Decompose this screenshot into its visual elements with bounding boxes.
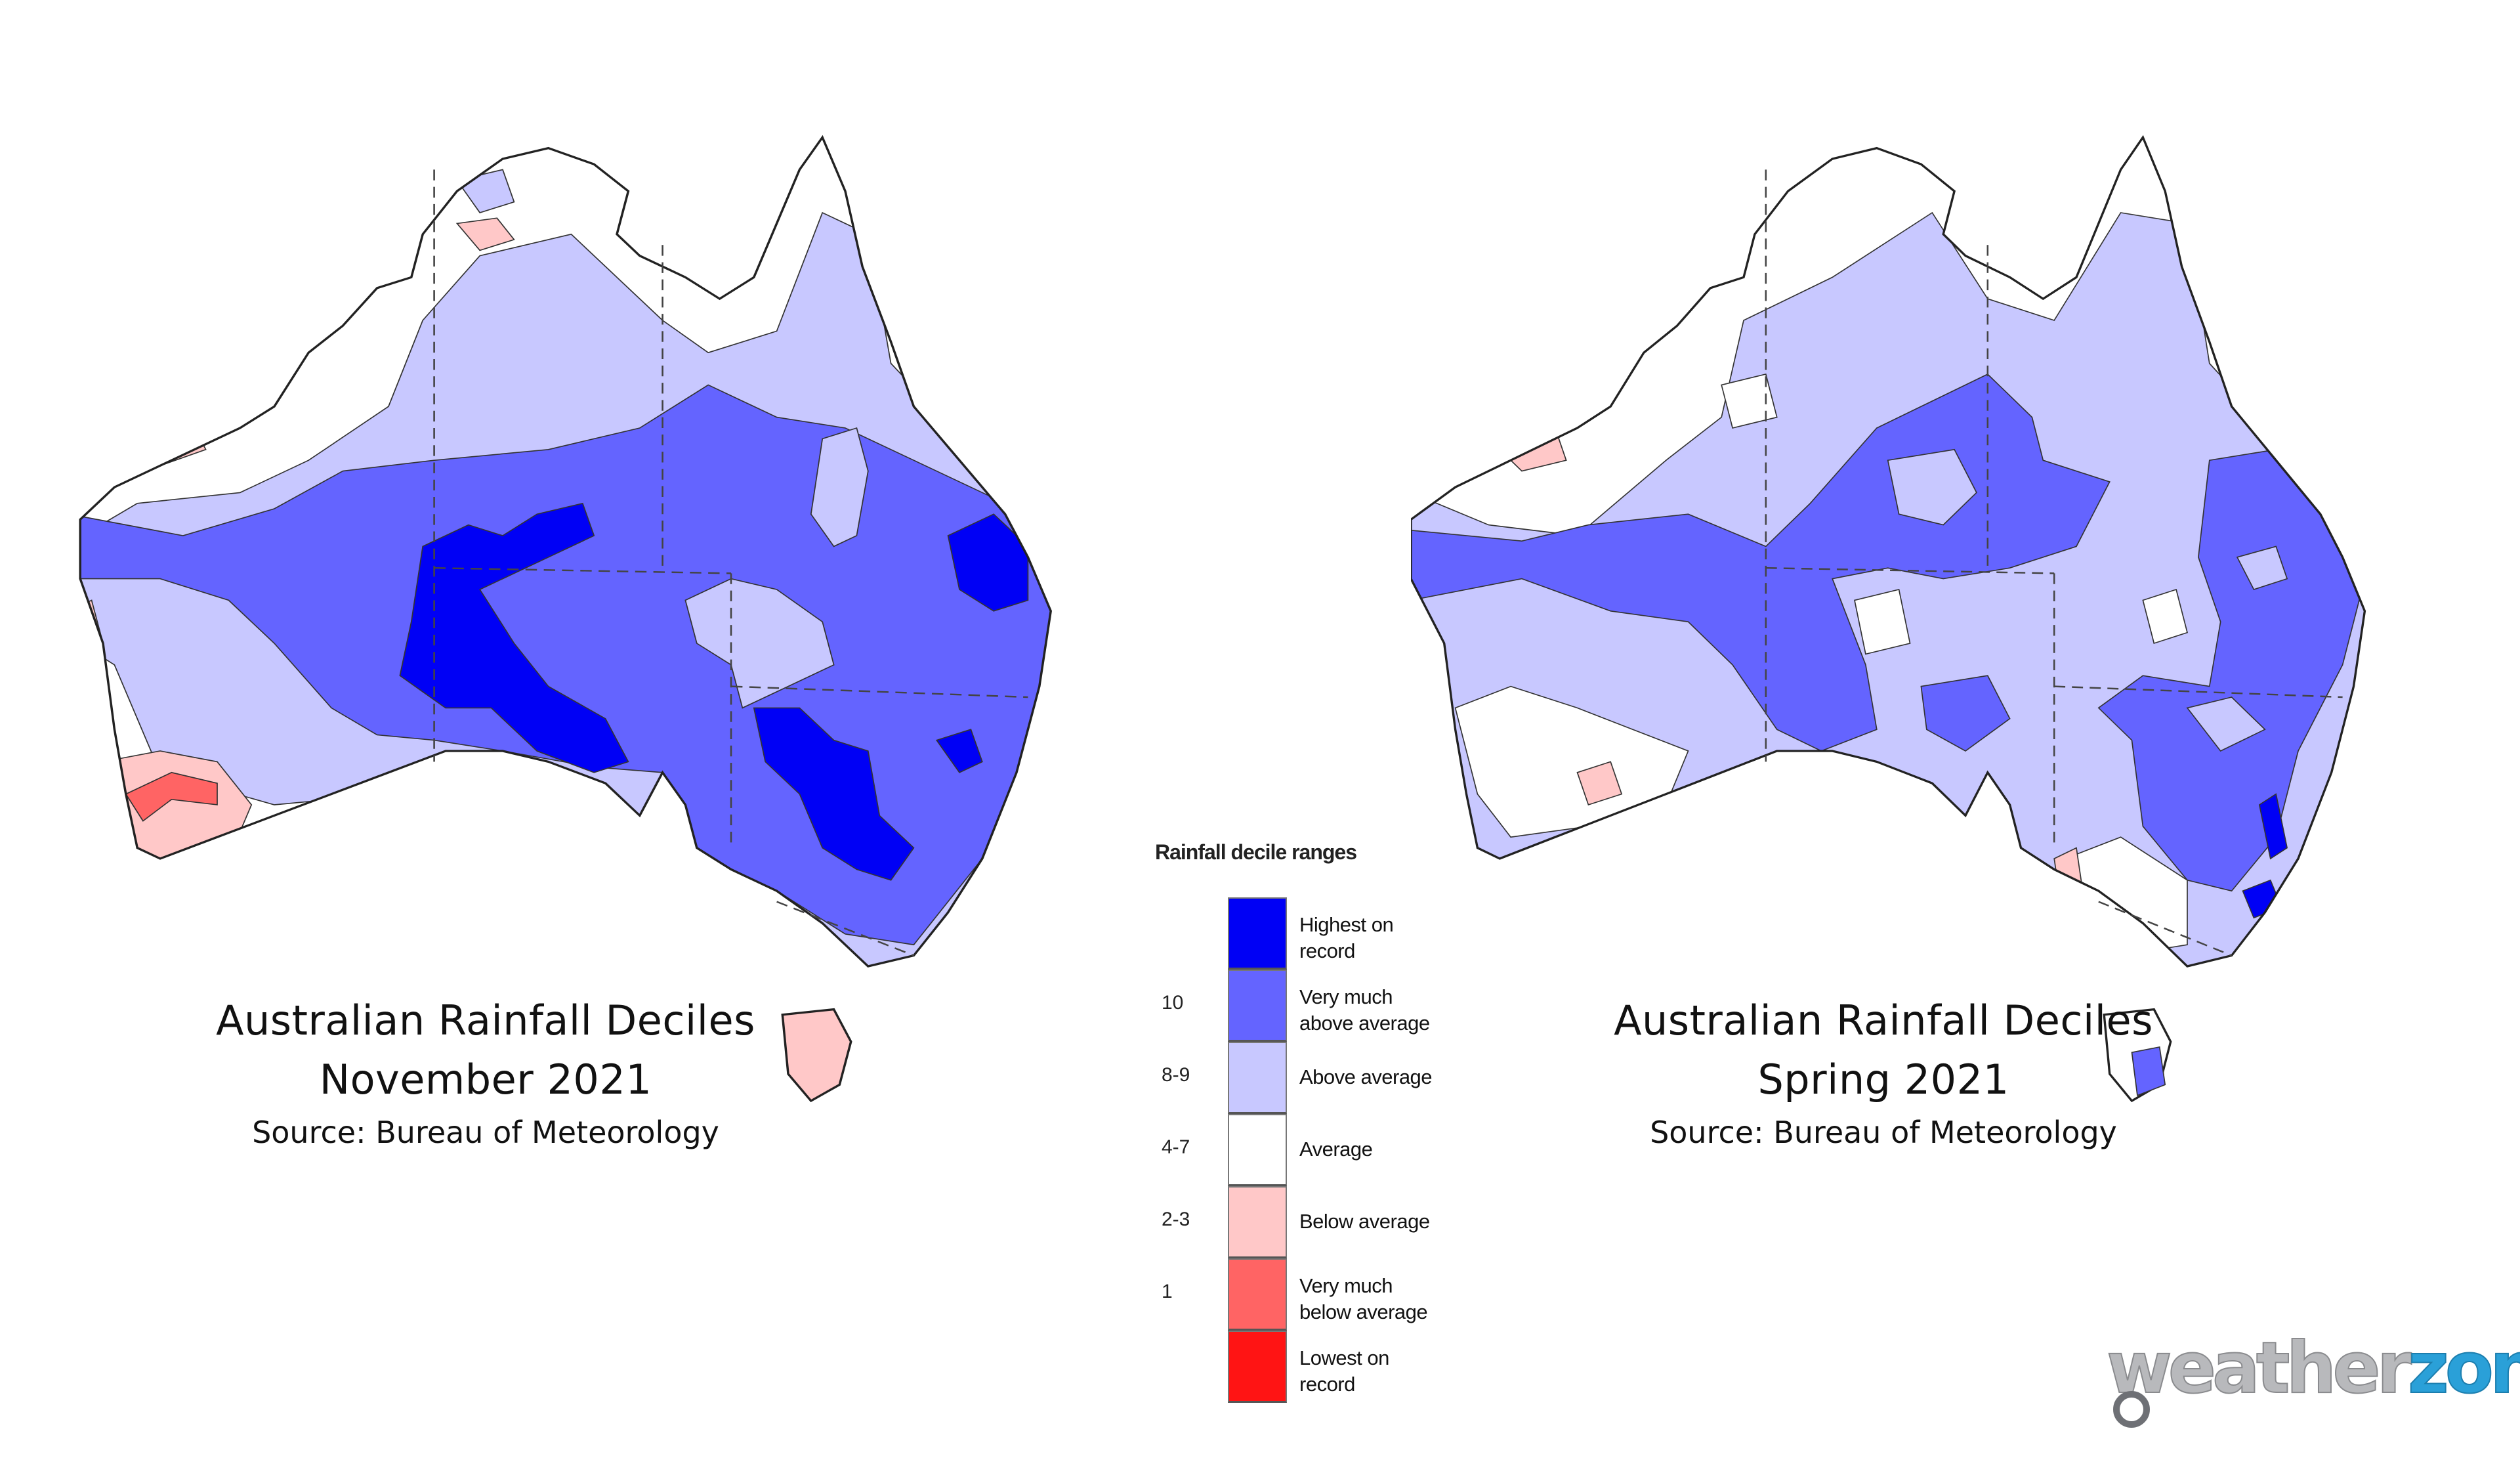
legend-swatch <box>1228 1258 1287 1331</box>
legend-swatch <box>1228 1186 1287 1258</box>
state-borders <box>1765 169 2343 956</box>
legend-label: Lowest on record <box>1299 1346 1389 1396</box>
caption-period: Spring 2021 <box>1757 1056 2009 1103</box>
legend-title: Rainfall decile ranges <box>1155 840 1357 864</box>
legend-label: Very much below average <box>1299 1274 1428 1323</box>
legend-item-above: 8-9 Above average <box>1155 1042 1522 1114</box>
caption-title: Australian Rainfall Deciles <box>216 996 755 1044</box>
caption-period: November 2021 <box>319 1056 652 1103</box>
legend-item-highest: Highest on record <box>1155 897 1522 970</box>
legend-range: 4-7 <box>1162 1136 1190 1158</box>
australia-map-svg <box>79 135 1052 1103</box>
legend-item-average: 4-7 Average <box>1155 1114 1522 1186</box>
legend-range: 2-3 <box>1162 1209 1190 1230</box>
legend-swatch <box>1228 1114 1287 1186</box>
map-caption-november: Australian Rainfall Deciles November 202… <box>164 991 807 1155</box>
legend-swatch <box>1228 1331 1287 1403</box>
legend-item-below: 2-3 Below average <box>1155 1186 1522 1258</box>
legend-swatch <box>1228 970 1287 1042</box>
legend-swatch <box>1228 1042 1287 1114</box>
weatherzone-logo: weatherzone <box>2106 1332 2520 1477</box>
australia-map-svg <box>1411 135 2366 1103</box>
tasmania <box>781 1008 852 1103</box>
logo-text-weather: weather <box>2106 1327 2412 1409</box>
legend-label: Average <box>1299 1138 1373 1161</box>
legend-range: 10 <box>1162 992 1184 1014</box>
legend-item-lowest: Lowest on record <box>1155 1331 1522 1403</box>
state-borders <box>433 169 1028 956</box>
caption-title: Australian Rainfall Deciles <box>1614 996 2153 1044</box>
legend-range: 1 <box>1162 1281 1173 1302</box>
australia-coastline <box>79 135 1052 968</box>
legend-label: Above average <box>1299 1065 1433 1088</box>
degree-icon <box>2113 1391 2150 1428</box>
rainfall-map-november-2021 <box>46 105 1188 1182</box>
logo-text-zone: zone <box>2407 1327 2520 1409</box>
legend-range: 8-9 <box>1162 1064 1190 1086</box>
rainfall-decile-legend: Rainfall decile ranges Highest on record … <box>1155 834 1522 1405</box>
legend-label: Very much above average <box>1299 985 1430 1035</box>
legend-label: Below average <box>1299 1210 1430 1233</box>
legend-label: Highest on record <box>1299 913 1394 962</box>
legend-item-very-much-below: 1 Very much below average <box>1155 1258 1522 1331</box>
rainfall-map-spring-2021 <box>1411 105 2520 1182</box>
caption-source: Source: Bureau of Meteorology <box>1650 1115 2117 1150</box>
legend-swatch <box>1228 897 1287 970</box>
legend-item-very-much-above: 10 Very much above average <box>1155 970 1522 1042</box>
caption-source: Source: Bureau of Meteorology <box>252 1115 719 1150</box>
map-caption-spring: Australian Rainfall Deciles Spring 2021 … <box>1562 991 2205 1155</box>
australia-coastline <box>1411 135 2366 968</box>
